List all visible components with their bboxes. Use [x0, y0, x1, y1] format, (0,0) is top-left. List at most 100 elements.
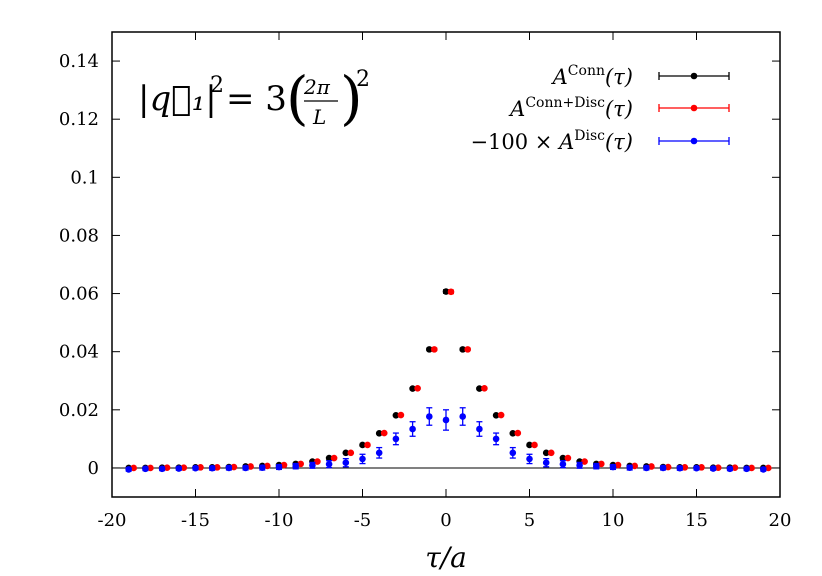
- data-point: [380, 429, 388, 437]
- data-point: [342, 449, 350, 457]
- data-point: [275, 463, 283, 471]
- data-point: [392, 412, 400, 419]
- data-point: [765, 464, 772, 472]
- data-point: [581, 458, 588, 465]
- data-point: [392, 435, 400, 443]
- data-point: [726, 465, 734, 473]
- data-point: [464, 346, 472, 353]
- y-tick-label: 0.02: [59, 400, 99, 421]
- data-point: [414, 385, 421, 392]
- data-point: [359, 455, 366, 463]
- data-point: [426, 346, 433, 353]
- data-point: [609, 463, 617, 471]
- data-point: [409, 385, 416, 392]
- data-point: [709, 465, 717, 472]
- legend-marker: [690, 72, 698, 80]
- legend-marker: [690, 137, 698, 145]
- data-marks: [125, 288, 772, 473]
- data-point: [576, 462, 583, 469]
- data-point: [514, 429, 522, 437]
- data-point: [359, 441, 366, 449]
- legend-prefix: −100 ×: [470, 130, 559, 154]
- data-point: [442, 288, 450, 295]
- data-point: [559, 454, 567, 462]
- annotation-exp: 2: [210, 73, 224, 98]
- data-point: [292, 462, 300, 470]
- x-tick-label: 10: [602, 510, 625, 531]
- data-point: [714, 464, 722, 471]
- data-point: [564, 454, 572, 462]
- data-point: [743, 465, 750, 473]
- data-point: [676, 464, 684, 472]
- x-tick-label: -20: [98, 510, 127, 531]
- data-point: [459, 346, 467, 353]
- data-point: [698, 464, 705, 471]
- data-point: [175, 465, 183, 472]
- x-tick-label: -15: [181, 510, 210, 531]
- y-tick-label: 0.14: [59, 51, 99, 72]
- data-point: [731, 464, 739, 471]
- data-point: [492, 435, 500, 443]
- data-point: [130, 464, 138, 472]
- data-point: [309, 462, 316, 469]
- data-point: [748, 464, 755, 472]
- legend-arg: (τ): [605, 97, 633, 121]
- data-point: [125, 466, 132, 473]
- data-point: [142, 465, 149, 473]
- data-point: [297, 460, 305, 468]
- series-0: [125, 288, 767, 472]
- data-point: [375, 430, 383, 437]
- legend-base: A: [557, 130, 574, 154]
- data-point: [431, 346, 438, 353]
- data-point: [693, 464, 700, 472]
- data-point: [509, 430, 517, 437]
- data-point: [225, 464, 233, 472]
- data-point: [492, 412, 500, 419]
- x-tick-label: 0: [440, 510, 451, 531]
- data-point: [476, 385, 483, 392]
- legend-label: −100 × ADisc(τ): [470, 128, 633, 154]
- y-tick-label: 0.1: [70, 167, 99, 188]
- data-point: [342, 459, 350, 467]
- x-tick-label: 5: [524, 510, 535, 531]
- data-point: [397, 411, 405, 419]
- data-point: [542, 459, 550, 467]
- annotation-num: 2π: [303, 75, 331, 99]
- data-point: [330, 454, 338, 462]
- data-point: [426, 413, 433, 420]
- data-point: [481, 385, 488, 392]
- data-point: [325, 460, 333, 468]
- data-point: [147, 464, 154, 472]
- data-point: [648, 463, 655, 470]
- legend-base: A: [551, 65, 568, 89]
- legend-marker: [690, 104, 698, 112]
- data-point: [447, 288, 455, 296]
- data-point: [375, 449, 383, 457]
- data-point: [547, 449, 555, 457]
- y-tick-label: 0: [88, 458, 99, 479]
- data-point: [509, 449, 517, 457]
- data-point: [626, 464, 633, 471]
- data-point: [314, 458, 321, 465]
- data-point: [409, 425, 416, 433]
- data-point: [230, 463, 238, 471]
- data-point: [180, 464, 188, 471]
- data-point: [664, 463, 672, 471]
- data-point: [208, 464, 216, 472]
- x-axis-label: τ/a: [425, 541, 467, 574]
- data-point: [158, 465, 166, 473]
- data-point: [347, 449, 355, 457]
- legend-label: AConn+Disc(τ): [508, 95, 633, 121]
- data-point: [197, 464, 204, 471]
- series-2: [125, 407, 767, 473]
- annotation: |q⃗₁| 2 = 3 ( 2π L ) 2: [138, 64, 370, 132]
- data-point: [631, 462, 639, 470]
- data-point: [497, 411, 505, 419]
- y-tick-label: 0.06: [59, 284, 99, 305]
- annotation-eq: = 3: [226, 79, 287, 119]
- data-point: [598, 460, 605, 468]
- data-point: [247, 463, 254, 470]
- data-point: [559, 460, 567, 468]
- y-tick-label: 0.04: [59, 342, 99, 363]
- data-point: [531, 441, 538, 449]
